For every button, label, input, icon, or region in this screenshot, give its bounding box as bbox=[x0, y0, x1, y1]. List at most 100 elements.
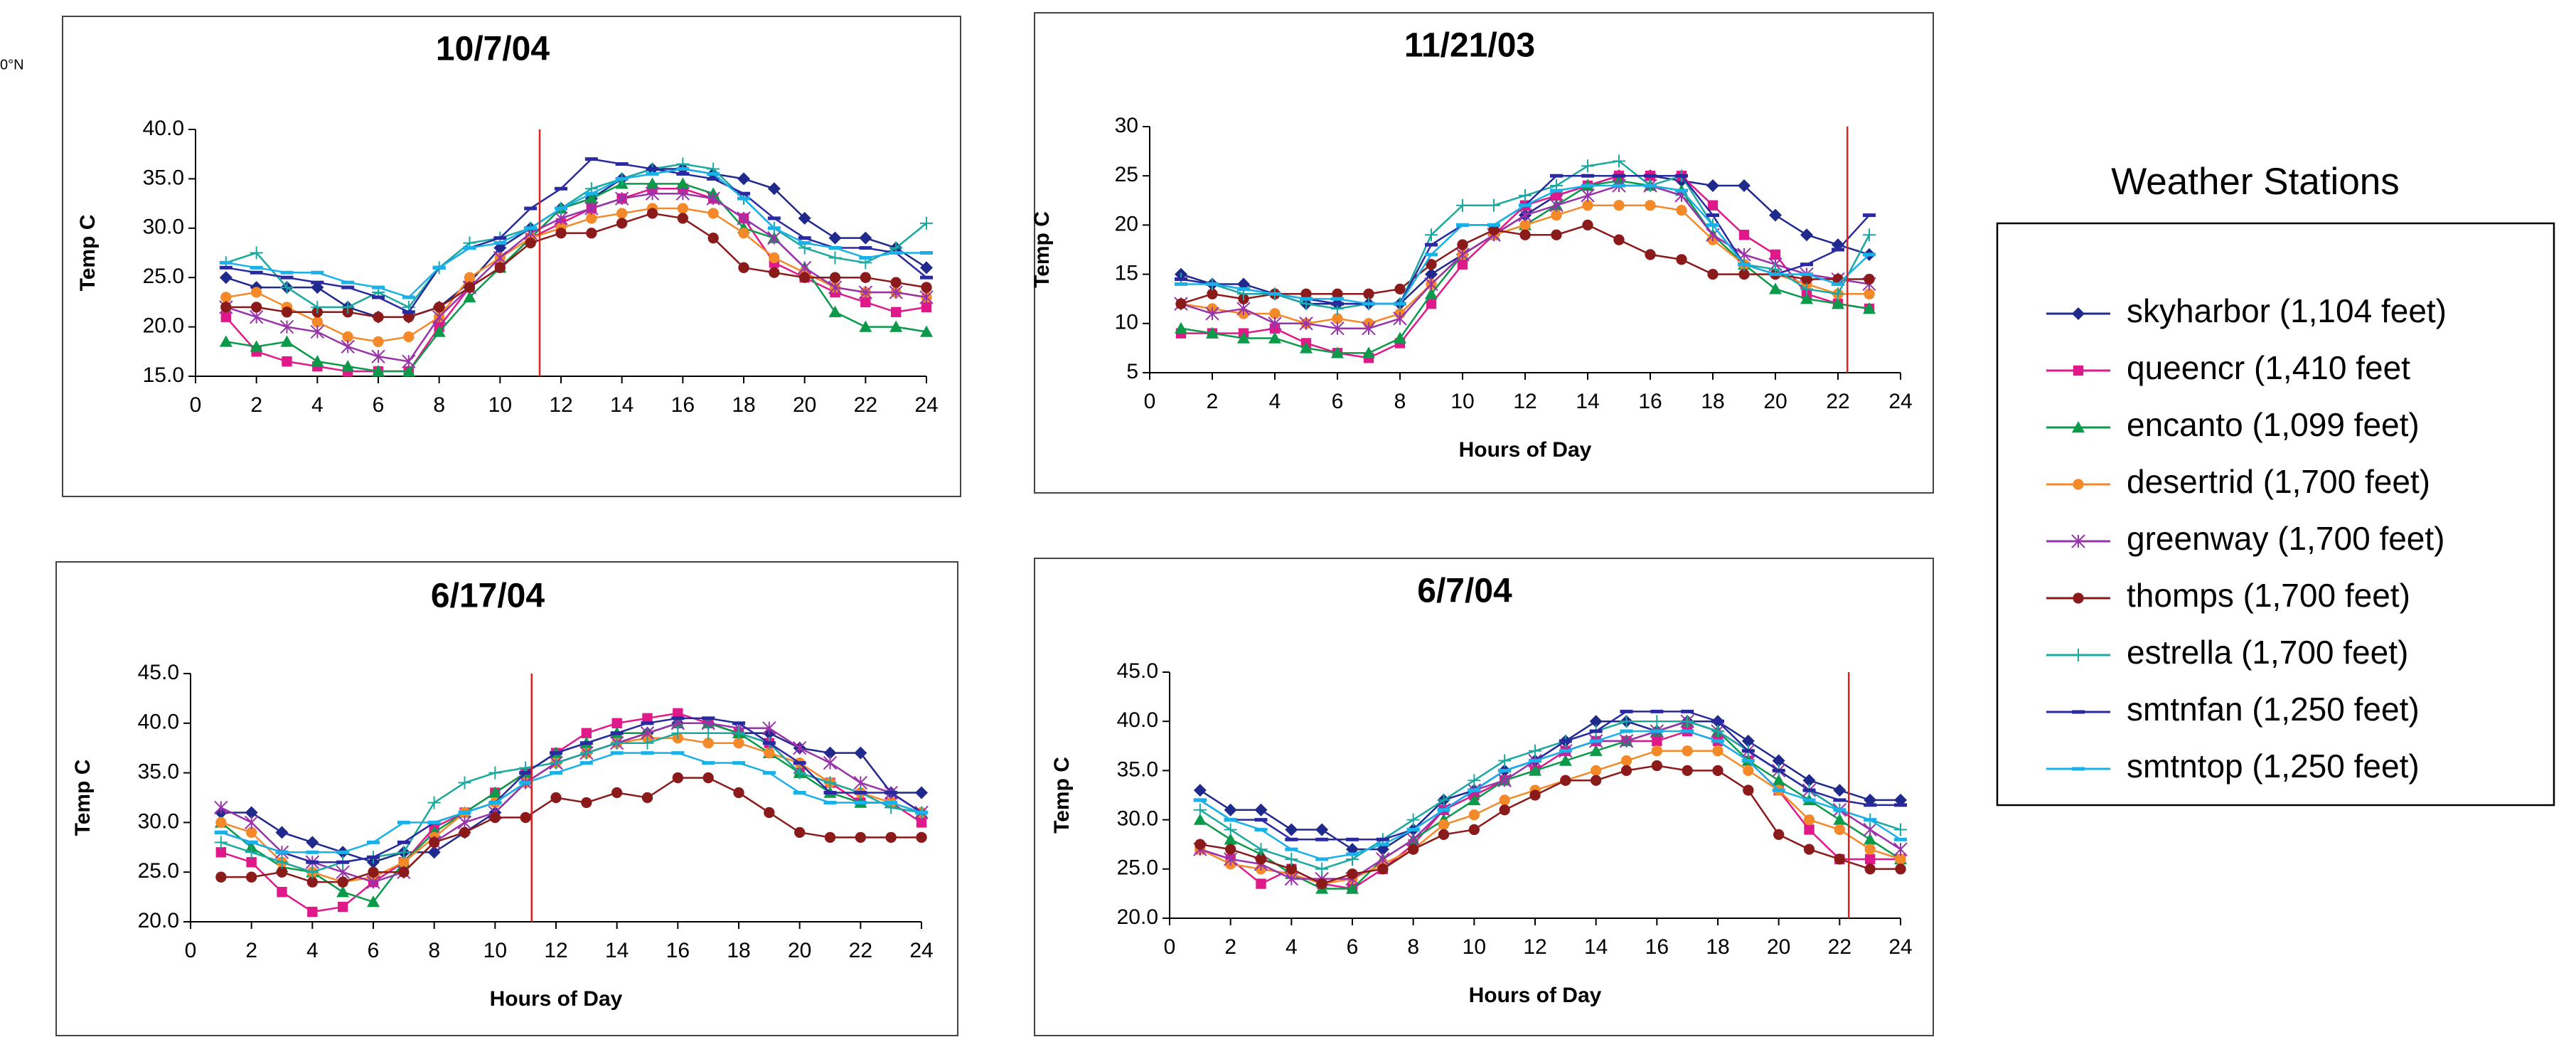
marker bbox=[398, 856, 410, 868]
y-tick-label: 45.0 bbox=[138, 661, 179, 684]
marker bbox=[488, 800, 502, 804]
marker bbox=[427, 820, 441, 824]
marker bbox=[397, 846, 410, 859]
marker bbox=[464, 272, 476, 283]
legend-label: skyharbor (1,104 feet) bbox=[2127, 292, 2447, 329]
marker bbox=[219, 260, 233, 265]
marker bbox=[525, 237, 536, 249]
marker bbox=[885, 791, 898, 795]
marker bbox=[921, 302, 932, 313]
marker bbox=[919, 290, 934, 304]
marker bbox=[1193, 784, 1207, 797]
marker bbox=[1834, 853, 1845, 865]
marker bbox=[738, 262, 749, 273]
x-tick-label: 24 bbox=[914, 393, 938, 417]
x-tick-label: 22 bbox=[1826, 390, 1849, 413]
marker bbox=[920, 275, 933, 280]
marker bbox=[676, 171, 690, 176]
x-tick-label: 10 bbox=[483, 939, 507, 962]
marker bbox=[251, 287, 262, 298]
x-tick-label: 4 bbox=[1286, 935, 1298, 959]
marker bbox=[275, 826, 289, 839]
marker bbox=[610, 731, 624, 735]
marker bbox=[1437, 808, 1450, 812]
marker bbox=[1406, 827, 1420, 831]
marker bbox=[762, 741, 776, 745]
y-axis-label: Temp C bbox=[1030, 211, 1054, 288]
x-tick-label: 10 bbox=[1463, 935, 1486, 959]
marker bbox=[1644, 184, 1657, 188]
x-tick-label: 20 bbox=[1767, 935, 1790, 959]
marker bbox=[1195, 839, 1206, 850]
marker bbox=[341, 280, 355, 284]
marker bbox=[889, 251, 903, 255]
marker bbox=[767, 226, 781, 230]
marker bbox=[1175, 282, 1187, 286]
marker bbox=[1425, 287, 1438, 299]
marker bbox=[1802, 798, 1816, 802]
marker bbox=[1393, 312, 1407, 326]
marker bbox=[1743, 785, 1754, 796]
series-line bbox=[220, 737, 922, 883]
marker bbox=[1331, 302, 1344, 306]
marker bbox=[1408, 844, 1419, 855]
marker bbox=[1225, 844, 1236, 855]
marker bbox=[1488, 224, 1500, 235]
marker bbox=[1394, 331, 1406, 344]
marker bbox=[1468, 788, 1481, 792]
marker bbox=[1193, 813, 1207, 825]
marker bbox=[403, 331, 415, 343]
marker bbox=[1497, 773, 1512, 787]
marker bbox=[1581, 184, 1594, 188]
marker bbox=[1582, 219, 1593, 231]
marker bbox=[427, 846, 441, 859]
marker bbox=[1645, 249, 1656, 260]
marker bbox=[798, 241, 811, 245]
marker bbox=[1863, 228, 1876, 242]
y-axis-label: Temp C bbox=[71, 760, 95, 836]
marker bbox=[1589, 729, 1603, 733]
y-tick-label: 30.0 bbox=[143, 216, 184, 239]
marker bbox=[1224, 823, 1237, 836]
marker bbox=[642, 713, 653, 724]
marker bbox=[1802, 774, 1816, 787]
marker bbox=[1438, 819, 1450, 831]
marker bbox=[671, 716, 685, 720]
marker bbox=[1550, 188, 1563, 193]
y-tick-label: 20 bbox=[1115, 212, 1138, 235]
marker bbox=[859, 320, 872, 332]
marker bbox=[1711, 725, 1724, 738]
marker bbox=[799, 272, 811, 283]
marker bbox=[732, 726, 745, 740]
marker bbox=[1237, 287, 1250, 291]
marker bbox=[280, 281, 294, 294]
marker bbox=[858, 285, 873, 299]
x-tick-label: 4 bbox=[311, 393, 324, 417]
x-tick-label: 18 bbox=[1701, 390, 1724, 413]
marker bbox=[1591, 765, 1602, 777]
marker bbox=[519, 781, 533, 785]
marker bbox=[828, 231, 842, 245]
marker bbox=[402, 310, 415, 314]
marker bbox=[1362, 346, 1375, 358]
marker bbox=[1738, 179, 1751, 193]
x-tick-label: 4 bbox=[306, 939, 319, 962]
marker bbox=[798, 211, 811, 225]
marker bbox=[859, 246, 872, 250]
marker bbox=[1802, 788, 1816, 792]
marker bbox=[611, 787, 623, 799]
marker bbox=[641, 736, 654, 750]
marker bbox=[457, 815, 472, 830]
marker bbox=[1833, 808, 1847, 812]
marker bbox=[402, 295, 415, 299]
marker bbox=[1268, 292, 1281, 296]
x-axis-label: Hours of Day bbox=[1469, 984, 1602, 1007]
marker bbox=[828, 251, 842, 265]
marker bbox=[859, 255, 872, 260]
marker bbox=[1175, 277, 1187, 282]
y-tick-label: 20.0 bbox=[143, 314, 184, 338]
marker bbox=[311, 280, 324, 284]
marker bbox=[854, 746, 867, 760]
marker bbox=[1894, 823, 1907, 836]
